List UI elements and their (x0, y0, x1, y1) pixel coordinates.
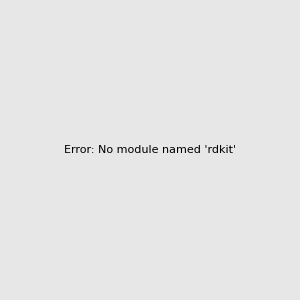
Text: Error: No module named 'rdkit': Error: No module named 'rdkit' (64, 145, 236, 155)
